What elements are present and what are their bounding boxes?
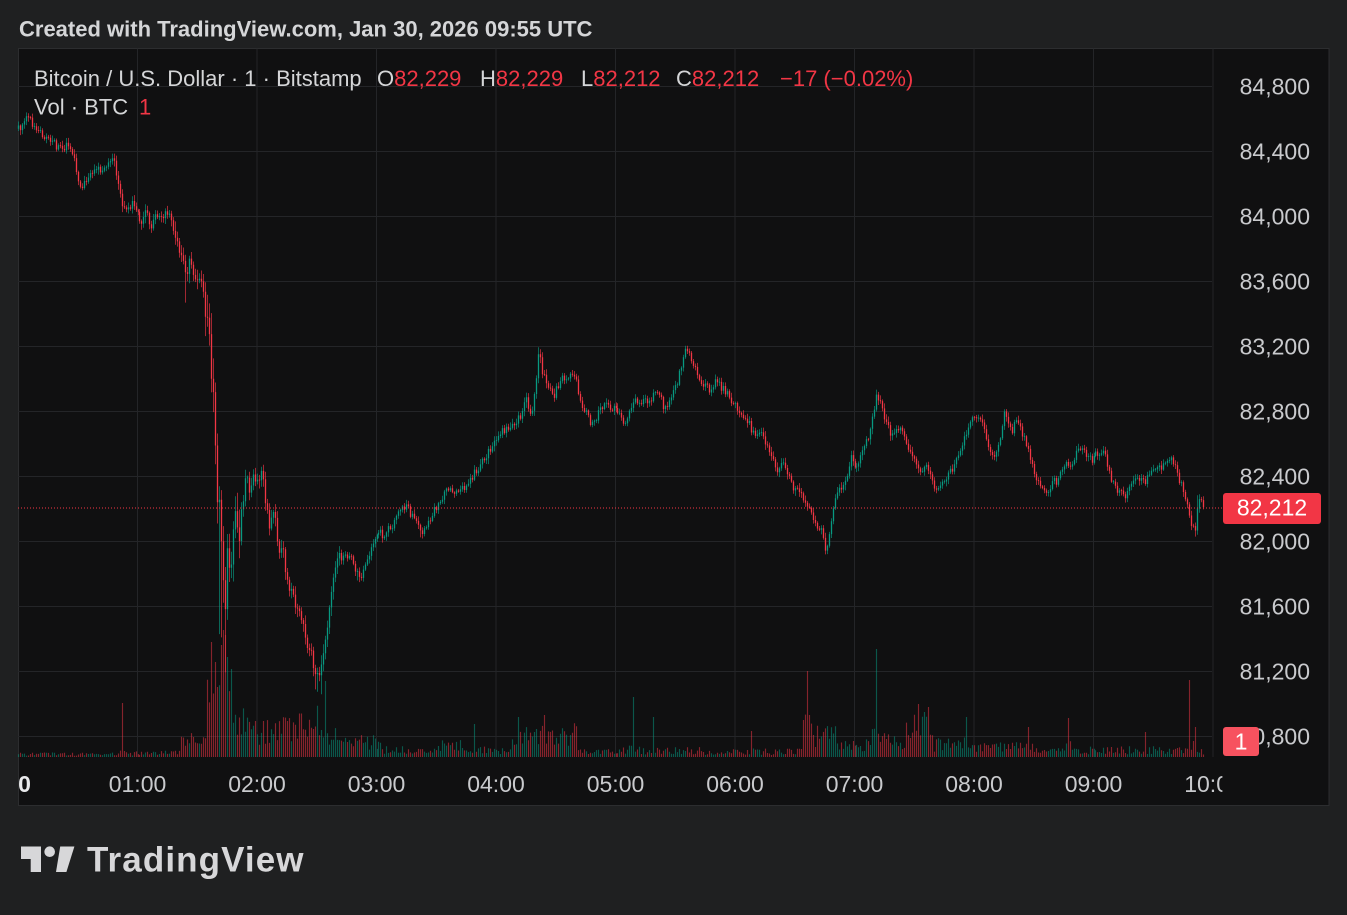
svg-text:TradingView: TradingView — [87, 841, 305, 880]
svg-text:82,000: 82,000 — [1240, 529, 1310, 555]
svg-text:06:00: 06:00 — [706, 771, 764, 797]
svg-text:05:00: 05:00 — [587, 771, 645, 797]
svg-text:82,212: 82,212 — [1237, 495, 1307, 521]
svg-text:01:00: 01:00 — [109, 771, 167, 797]
svg-text:82,800: 82,800 — [1240, 399, 1310, 425]
svg-text:0: 0 — [18, 771, 31, 797]
svg-text:84,800: 84,800 — [1240, 74, 1310, 100]
svg-text:09:00: 09:00 — [1065, 771, 1123, 797]
svg-text:Created with TradingView.com,: Created with TradingView.com, Jan 30, 20… — [19, 17, 593, 42]
svg-text:08:00: 08:00 — [945, 771, 1003, 797]
svg-text:81,600: 81,600 — [1240, 594, 1310, 620]
svg-text:84,400: 84,400 — [1240, 139, 1310, 165]
svg-text:1: 1 — [1235, 729, 1248, 755]
svg-text:03:00: 03:00 — [348, 771, 406, 797]
svg-text:81,200: 81,200 — [1240, 659, 1310, 685]
svg-text:02:00: 02:00 — [228, 771, 286, 797]
svg-text:82,400: 82,400 — [1240, 464, 1310, 490]
svg-text:07:00: 07:00 — [826, 771, 884, 797]
svg-text:84,000: 84,000 — [1240, 204, 1310, 230]
svg-text:04:00: 04:00 — [467, 771, 525, 797]
svg-text:83,600: 83,600 — [1240, 269, 1310, 295]
svg-text:83,200: 83,200 — [1240, 334, 1310, 360]
svg-text:10:00: 10:00 — [1184, 771, 1242, 797]
